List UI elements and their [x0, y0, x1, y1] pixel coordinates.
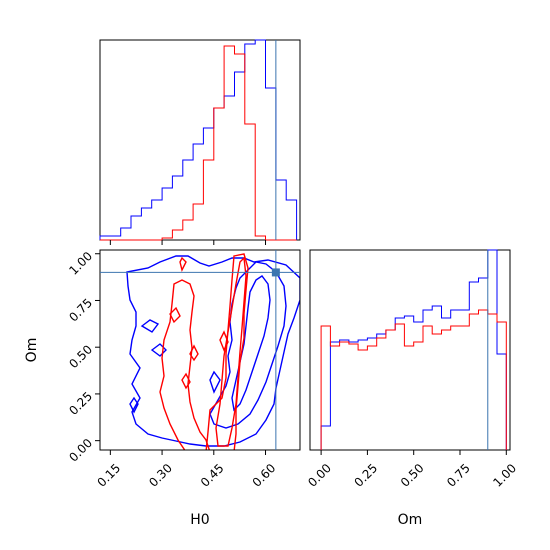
om-hist-xtick-label-2: 0.50 — [398, 461, 427, 490]
blue-contour-inner — [231, 275, 271, 412]
joint-xtick-label-1: 0.30 — [146, 461, 175, 490]
om-hist-xtick-label-4: 1.00 — [490, 461, 519, 490]
om-hist-xlabel: Om — [398, 512, 423, 528]
red-contour-island-3 — [189, 344, 199, 362]
hist-series-0 — [320, 249, 507, 450]
h0-hist-frame — [99, 39, 301, 241]
red-contour-island-5 — [219, 330, 229, 352]
om-hist-xtick-label-0: 0.00 — [305, 461, 334, 490]
red-contour-island-1 — [179, 256, 187, 273]
blue-contour-island-3 — [150, 343, 167, 357]
blue-contour-island-1 — [129, 396, 139, 414]
joint-truth-marker — [271, 268, 280, 277]
joint-contour-lines — [126, 253, 300, 450]
red-contour-mid — [215, 256, 247, 447]
joint-xtick-label-0: 0.15 — [94, 461, 123, 490]
joint-xlabel: H0 — [190, 512, 209, 528]
red-contour-outer-right — [205, 253, 249, 450]
om-hist-frame — [309, 249, 511, 451]
red-contour-island-4 — [181, 372, 191, 390]
om-hist-series-group — [320, 249, 507, 450]
joint-ytick-label-0: 0.00 — [66, 436, 95, 465]
joint-ytick-label-4: 1.00 — [66, 249, 95, 278]
red-contour-outer — [159, 279, 211, 450]
red-contour-island-2 — [169, 306, 181, 324]
blue-contour-island-2 — [140, 319, 160, 333]
om-histogram-panel: 0.00 0.25 0.50 0.75 1.00 Om — [305, 249, 519, 528]
h0-hist-series-group — [99, 39, 298, 241]
om-hist-xtick-label-3: 0.75 — [444, 461, 473, 490]
joint-contour-panel: 0.15 0.30 0.45 0.600.000.250.500.751.00 H0 … — [24, 249, 301, 528]
om-hist-xtick-label-1: 0.25 — [352, 461, 381, 490]
joint-ytick-label-3: 0.75 — [66, 296, 95, 325]
blue-contour-island-4 — [209, 370, 221, 394]
h0-histogram-panel — [99, 39, 301, 245]
hist-series-1 — [320, 309, 507, 450]
hist-series-1 — [100, 45, 297, 241]
joint-frame — [99, 249, 301, 451]
joint-xtick-label-2: 0.45 — [198, 461, 227, 490]
joint-ylabel: Om — [24, 338, 40, 363]
blue-contour-outer — [126, 255, 300, 447]
joint-ytick-label-2: 0.50 — [66, 342, 95, 371]
joint-xtick-label-3: 0.60 — [250, 461, 279, 490]
joint-ytick-label-1: 0.25 — [66, 389, 95, 418]
hist-series-0 — [99, 39, 298, 240]
h0-hist-ticks — [109, 240, 267, 245]
om-hist-ticks: 0.00 0.25 0.50 0.75 1.00 — [305, 450, 519, 490]
